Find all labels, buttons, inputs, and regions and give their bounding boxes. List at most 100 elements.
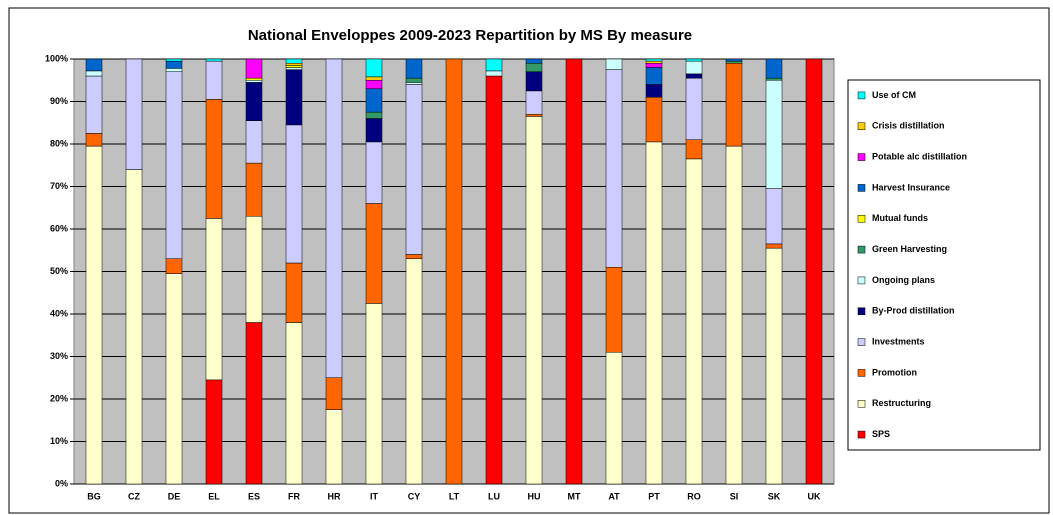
bar-segment (565, 58, 583, 485)
bar-segment (205, 60, 223, 100)
legend-swatch (857, 122, 866, 130)
bar-segment (365, 303, 383, 485)
bar-segment (605, 267, 623, 353)
bar-segment (245, 162, 263, 217)
legend-label: Restructuring (872, 398, 931, 408)
bar-segment (405, 84, 423, 255)
x-tick-label: IT (370, 491, 379, 501)
y-tick-label: 60% (50, 223, 68, 233)
bar-segment (205, 379, 223, 485)
bar-segment (445, 58, 463, 485)
y-tick-label: 10% (50, 436, 68, 446)
bar-segment (645, 97, 663, 143)
legend-swatch (857, 153, 866, 161)
bar-segment (685, 73, 703, 79)
bar-segment (205, 99, 223, 219)
x-tick-label: SK (768, 491, 781, 501)
x-tick-label: UK (808, 491, 821, 501)
bar-segment (765, 243, 783, 249)
bar-segment (485, 75, 503, 485)
legend-swatch (857, 91, 866, 100)
bar-segment (685, 158, 703, 485)
legend-swatch (857, 307, 866, 315)
bar-segment (725, 58, 743, 62)
bar-segment (365, 203, 383, 304)
legend-label: Mutual funds (872, 213, 928, 223)
bar-segment (605, 58, 623, 70)
legend-label: Crisis distillation (872, 121, 945, 131)
x-tick-label: ES (248, 491, 260, 501)
bar-segment (525, 71, 543, 92)
y-tick-label: 100% (45, 53, 68, 63)
legend-label: Potable alc distillation (872, 151, 967, 161)
y-tick-label: 20% (50, 393, 68, 403)
y-tick-label: 50% (50, 266, 68, 276)
bar-segment (485, 70, 503, 77)
y-tick-label: 80% (50, 138, 68, 148)
bar-segment (525, 58, 543, 64)
bar-segment (125, 58, 143, 170)
legend-label: Promotion (872, 367, 917, 377)
legend-label: SPS (872, 429, 890, 439)
x-tick-label: DE (168, 491, 181, 501)
bar-segment (165, 58, 183, 62)
bar-segment (85, 133, 103, 147)
x-tick-label: SI (730, 491, 739, 501)
bar-segment (405, 258, 423, 485)
x-tick-label: AT (608, 491, 620, 501)
bar-segment (645, 60, 663, 64)
chart-title: National Enveloppes 2009-2023 Repartitio… (248, 27, 692, 44)
bar-segment (205, 58, 223, 62)
bar-segment (525, 114, 543, 117)
bar-segment (485, 58, 503, 72)
bar-segment (765, 247, 783, 485)
bar-segment (525, 116, 543, 485)
bar-segment (365, 111, 383, 119)
legend-label: Harvest Insurance (872, 182, 950, 192)
legend-swatch (857, 430, 866, 439)
legend-label: By-Prod distillation (872, 306, 955, 316)
bar-segment (245, 322, 263, 485)
bar-segment (285, 65, 303, 68)
bar-segment (805, 58, 823, 485)
x-tick-label: EL (208, 491, 220, 501)
bar-segment (645, 84, 663, 98)
bar-segment (525, 90, 543, 115)
bar-segment (365, 58, 383, 78)
bar-segment (165, 258, 183, 274)
bar-segment (765, 188, 783, 245)
bar-segment (165, 68, 183, 72)
bar-segment (85, 75, 103, 134)
x-tick-label: HU (528, 491, 541, 501)
legend-swatch (857, 215, 866, 223)
bar-segment (365, 76, 383, 81)
bar-segment (165, 273, 183, 485)
y-tick-label: 30% (50, 351, 68, 361)
bar-segment (725, 63, 743, 147)
bar-segment (245, 58, 263, 79)
x-tick-label: RO (687, 491, 701, 501)
x-tick-label: LU (488, 491, 500, 501)
bar-segment (605, 69, 623, 268)
bar-segment (765, 80, 783, 189)
bar-segment (285, 262, 303, 323)
bar-segment (405, 77, 423, 83)
bar-segment (165, 71, 183, 259)
y-tick-label: 0% (55, 478, 68, 488)
bar-segment (85, 70, 103, 77)
bar-segment (285, 67, 303, 70)
bar-segment (685, 139, 703, 160)
bar-segment (685, 77, 703, 140)
x-tick-label: HR (328, 491, 341, 501)
y-tick-label: 90% (50, 96, 68, 106)
x-tick-label: FR (288, 491, 300, 501)
bar-segment (685, 58, 703, 62)
bar-segment (645, 63, 663, 68)
x-tick-label: LT (449, 491, 460, 501)
bar-segment (245, 82, 263, 121)
bar-segment (405, 82, 423, 85)
bar-segment (165, 60, 183, 69)
bar-segment (85, 145, 103, 485)
bar-segment (285, 322, 303, 485)
